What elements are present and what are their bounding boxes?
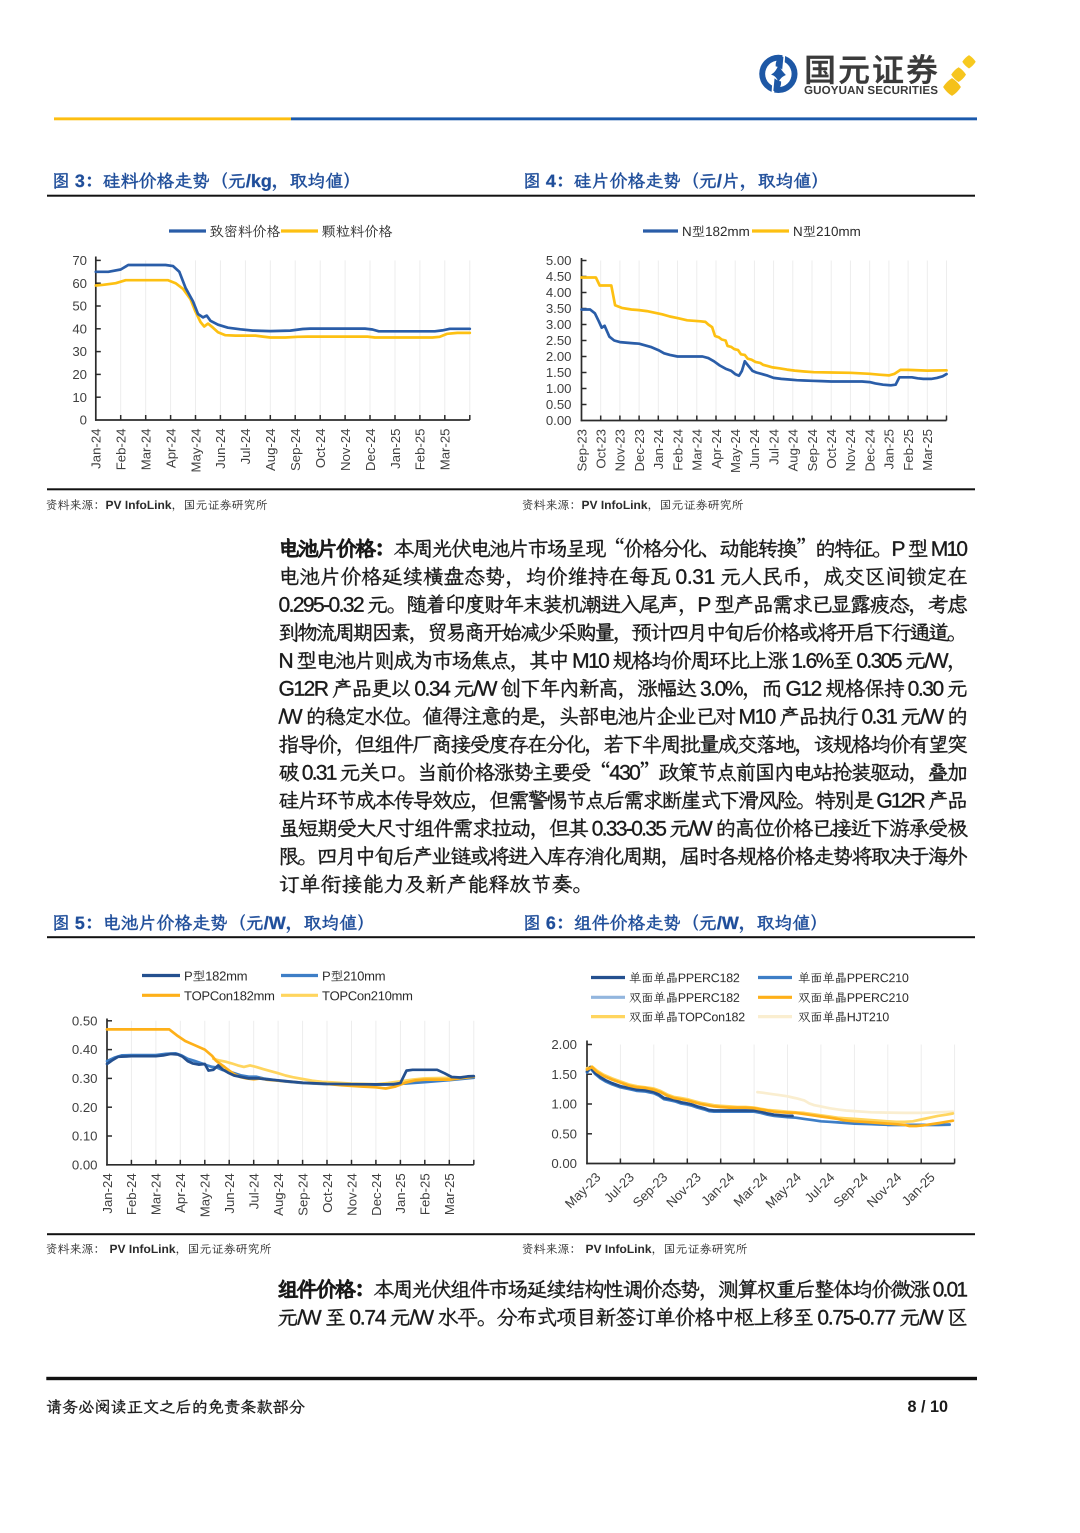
svg-text:0.30: 0.30	[72, 1071, 98, 1086]
svg-text:Dec-24: Dec-24	[369, 1173, 384, 1216]
svg-text:Oct-24: Oct-24	[320, 1173, 335, 1213]
svg-text:Jan-25: Jan-25	[882, 429, 897, 469]
svg-text:Jul-24: Jul-24	[238, 429, 253, 465]
svg-text:0.50: 0.50	[551, 1126, 577, 1141]
svg-text:60: 60	[72, 276, 87, 291]
svg-text:May-24: May-24	[728, 429, 743, 473]
svg-text:0.00: 0.00	[551, 1156, 577, 1171]
svg-text:Sep-24: Sep-24	[288, 429, 303, 472]
svg-text:Nov-23: Nov-23	[613, 429, 628, 472]
svg-text:0.50: 0.50	[72, 1013, 98, 1028]
svg-text:Apr-24: Apr-24	[173, 1173, 188, 1213]
svg-text:Dec-24: Dec-24	[363, 429, 378, 472]
svg-text:0.00: 0.00	[72, 1157, 98, 1172]
svg-text:Jan-24: Jan-24	[89, 429, 104, 469]
svg-text:4.00: 4.00	[546, 285, 572, 300]
svg-text:Mar-24: Mar-24	[149, 1173, 164, 1215]
svg-text:Feb-24: Feb-24	[670, 429, 685, 471]
svg-text:Nov-24: Nov-24	[344, 1173, 359, 1216]
svg-text:0.20: 0.20	[72, 1100, 98, 1115]
svg-text:Feb-25: Feb-25	[901, 429, 916, 471]
svg-text:10: 10	[72, 390, 87, 405]
svg-text:1.50: 1.50	[551, 1067, 577, 1082]
svg-text:Apr-24: Apr-24	[163, 429, 178, 469]
svg-text:Mar-24: Mar-24	[690, 429, 705, 471]
svg-text:0.50: 0.50	[546, 397, 572, 412]
svg-text:Nov-24: Nov-24	[843, 429, 858, 472]
svg-text:1.50: 1.50	[546, 365, 572, 380]
svg-text:Mar-24: Mar-24	[139, 429, 154, 471]
svg-text:Dec-24: Dec-24	[863, 429, 878, 472]
svg-text:5.00: 5.00	[546, 253, 572, 268]
svg-text:0.40: 0.40	[72, 1042, 98, 1057]
svg-text:Feb-24: Feb-24	[124, 1173, 139, 1215]
svg-text:40: 40	[72, 321, 87, 336]
svg-text:0: 0	[80, 413, 87, 428]
svg-text:3.00: 3.00	[546, 317, 572, 332]
svg-text:1.00: 1.00	[551, 1097, 577, 1112]
svg-text:1.00: 1.00	[546, 381, 572, 396]
svg-text:50: 50	[72, 299, 87, 314]
svg-text:Nov-24: Nov-24	[338, 429, 353, 472]
svg-text:Dec-23: Dec-23	[632, 429, 647, 472]
svg-text:Aug-24: Aug-24	[271, 1173, 286, 1216]
svg-text:Mar-25: Mar-25	[920, 429, 935, 471]
svg-text:Sep-24: Sep-24	[295, 1173, 310, 1216]
svg-text:Jun-24: Jun-24	[222, 1173, 237, 1213]
svg-text:2.50: 2.50	[546, 333, 572, 348]
svg-text:8 / 10: 8 / 10	[908, 1398, 949, 1416]
svg-text:Feb-25: Feb-25	[413, 429, 428, 471]
svg-text:3.50: 3.50	[546, 301, 572, 316]
svg-text:Jul-24: Jul-24	[766, 429, 781, 465]
svg-text:Jun-24: Jun-24	[747, 429, 762, 469]
svg-text:Jun-24: Jun-24	[213, 429, 228, 469]
svg-text:4.50: 4.50	[546, 269, 572, 284]
svg-text:Apr-24: Apr-24	[709, 429, 724, 469]
svg-text:May-24: May-24	[188, 429, 203, 473]
svg-text:Sep-24: Sep-24	[805, 429, 820, 472]
svg-text:2.00: 2.00	[546, 349, 572, 364]
svg-text:Feb-24: Feb-24	[114, 429, 129, 471]
svg-text:Aug-24: Aug-24	[786, 429, 801, 472]
svg-text:Oct-23: Oct-23	[594, 429, 609, 469]
svg-text:Sep-23: Sep-23	[574, 429, 589, 472]
svg-text:Feb-25: Feb-25	[418, 1173, 433, 1215]
svg-text:Oct-24: Oct-24	[824, 429, 839, 469]
svg-text:Jan-25: Jan-25	[393, 1173, 408, 1213]
svg-text:20: 20	[72, 367, 87, 382]
svg-text:Jul-24: Jul-24	[247, 1173, 262, 1209]
svg-text:0.00: 0.00	[546, 413, 572, 428]
svg-text:Mar-25: Mar-25	[442, 1173, 457, 1215]
svg-text:Oct-24: Oct-24	[313, 429, 328, 469]
svg-text:Jan-24: Jan-24	[651, 429, 666, 469]
svg-text:Jan-25: Jan-25	[388, 429, 403, 469]
svg-text:0.10: 0.10	[72, 1129, 98, 1144]
svg-text:Mar-25: Mar-25	[438, 429, 453, 471]
svg-text:30: 30	[72, 344, 87, 359]
svg-text:70: 70	[72, 253, 87, 268]
svg-text:Aug-24: Aug-24	[263, 429, 278, 472]
svg-text:2.00: 2.00	[551, 1037, 577, 1052]
svg-text:May-24: May-24	[198, 1173, 213, 1217]
svg-text:Jan-24: Jan-24	[100, 1173, 115, 1213]
